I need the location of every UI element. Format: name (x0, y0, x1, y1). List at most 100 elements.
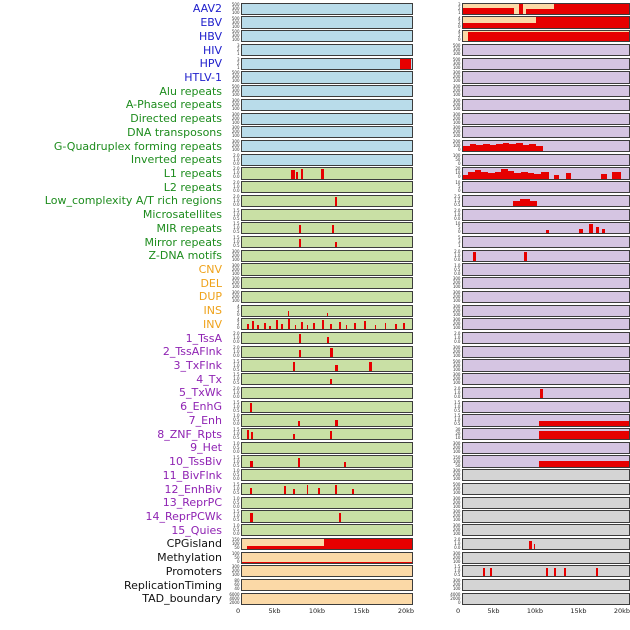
track-label: Z-DNA motifs (148, 249, 222, 263)
track-label: INS (203, 304, 222, 318)
signal-bar (595, 567, 598, 577)
track-label: 13_ReprPC (162, 496, 222, 510)
signal-bar (554, 567, 557, 577)
signal-bar (595, 226, 600, 234)
y-tick-label: 300 (452, 289, 461, 295)
y-tick-label: 1.0 (233, 184, 240, 190)
track-panel-right (461, 290, 630, 304)
track-row: L1 repeats 2.0 1.0 0.0 20 10 0 (0, 167, 630, 181)
y-tick-label: 2 (236, 321, 240, 327)
signal-bar (534, 174, 541, 179)
track-panel-right (461, 30, 630, 43)
y-tick-label: 500 (231, 70, 240, 76)
track-label: 8_ZNF_Rpts (157, 427, 222, 441)
y-tick-label: 1.0 (233, 389, 240, 395)
y-tick-label: 50 (234, 554, 240, 560)
y-tick-label: 10 (455, 180, 461, 186)
y-tick-label: 300 (231, 125, 240, 131)
signal-bar (335, 241, 338, 248)
y-tick-label: 300 (452, 317, 461, 323)
y-axis-ticks-left: 1.5 1.0 0.5 (225, 208, 241, 221)
y-tick-label: 5 (457, 225, 461, 231)
y-tick-label: 0.0 (233, 201, 240, 207)
y-axis-ticks-left: 1.5 1.0 0.5 (225, 455, 241, 468)
track-row: EBV 500 300 100 4 2 0 (0, 16, 630, 30)
y-tick-label: 0.5 (233, 366, 240, 372)
y-tick-label: 100 (452, 92, 461, 98)
y-axis-ticks-left: 1.5 1.0 0.5 (225, 236, 241, 248)
track-panel-right (461, 222, 630, 235)
y-tick-label: 2 (457, 5, 461, 11)
x-tick-label: 20kb (613, 606, 630, 615)
track-label: A-Phased repeats (125, 98, 222, 112)
signal-bar (354, 323, 356, 330)
y-tick-label: 3 (236, 43, 240, 49)
y-tick-label: 100 (231, 78, 240, 84)
y-axis-ticks-right: 10 5 0 (446, 181, 462, 193)
y-tick-label: 1.0 (233, 335, 240, 341)
signal-bar (516, 143, 523, 152)
y-axis-ticks-left: 1.5 1.0 0.5 (225, 428, 241, 440)
track-panel-left (241, 290, 413, 304)
y-tick-label: 1.0 (233, 413, 240, 419)
y-axis-ticks-left: 300 200 100 (225, 249, 241, 262)
y-axis-ticks-left: 150 100 50 (225, 537, 241, 550)
y-tick-label: 2.0 (233, 180, 240, 186)
y-tick-label: 1.0 (233, 440, 240, 446)
track-row: 13_ReprPC 1.0 0.5 0.0 300 200 100 (0, 496, 630, 510)
y-tick-label: 0.0 (454, 256, 461, 262)
y-tick-label: 0.0 (233, 393, 240, 399)
y-axis-ticks-left: 1.0 0.5 0.0 (225, 496, 241, 509)
y-tick-label: 200 (231, 143, 240, 149)
y-tick-label: 200 (231, 101, 240, 107)
y-tick-label: 100 (452, 133, 461, 139)
y-tick-label: 1.0 (454, 211, 461, 217)
y-axis-ticks-right: 300 200 100 (446, 126, 462, 138)
y-axis-ticks-left: 1.0 0.5 0.0 (225, 524, 241, 536)
y-tick-label: 1.5 (233, 482, 240, 488)
signal-bar (294, 324, 297, 330)
y-tick-label: 1.0 (454, 417, 461, 423)
y-tick-label: 4000 (229, 595, 240, 601)
y-axis-ticks-left: 500 300 100 (225, 15, 241, 29)
track-panel-right (461, 208, 630, 221)
y-tick-label: 20 (455, 166, 461, 172)
signal-bar (394, 324, 397, 330)
y-tick-label: 100 (452, 152, 461, 158)
y-axis-ticks-left: 300 200 100 (225, 565, 241, 577)
y-tick-label: 0.5 (233, 490, 240, 496)
signal-bar (345, 325, 348, 330)
y-axis-ticks-right: 2.0 1.0 0.0 (446, 537, 462, 550)
track-panel-right (461, 578, 630, 592)
y-tick-label: 200 (452, 582, 461, 588)
signal-bar (287, 311, 290, 316)
y-tick-label: 500 (231, 15, 240, 21)
y-tick-label: 2000 (229, 599, 240, 605)
y-axis-ticks-left: 100 50 0 (225, 551, 241, 564)
track-label: DNA transposons (127, 125, 222, 139)
y-tick-label: 0.5 (454, 266, 461, 272)
signal-bar (496, 143, 503, 152)
track-row: 12_EnhBiv 1.5 1.0 0.5 500 300 100 (0, 482, 630, 496)
signal-bar (298, 457, 301, 467)
track-row: Low_complexity A/T rich regions 2.0 1.0 0.0… (0, 194, 630, 208)
track-panel-left (241, 30, 413, 43)
track-label: HBV (198, 29, 222, 43)
signal-bar (300, 168, 303, 179)
track-panel-right (461, 428, 630, 441)
signal-bar (247, 545, 324, 549)
y-tick-label: 200 (452, 444, 461, 450)
y-tick-label: 200 (452, 554, 461, 560)
y-axis-ticks-right: 500 300 100 (446, 44, 462, 56)
signal-bar (490, 567, 493, 577)
y-tick-label: 300 (452, 468, 461, 474)
y-tick-label: 300 (231, 262, 240, 268)
y-tick-label: 100 (231, 270, 240, 276)
y-tick-label: 2.0 (454, 248, 461, 254)
signal-bar (335, 364, 338, 371)
x-tick-label: 5kb (268, 606, 281, 615)
signal-bar (252, 320, 254, 330)
y-tick-label: 1 (457, 9, 461, 15)
y-tick-label: 200 (452, 513, 461, 519)
